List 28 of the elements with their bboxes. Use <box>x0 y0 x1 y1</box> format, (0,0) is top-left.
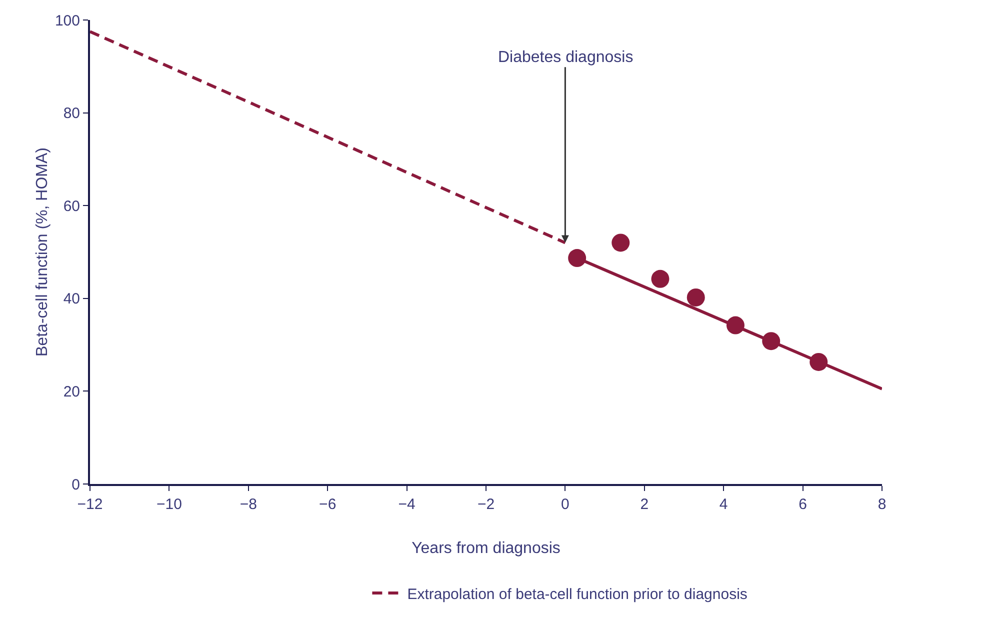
annotation: Diabetes diagnosis <box>498 49 634 66</box>
y-axis-title: Beta-cell function (%, HOMA) <box>34 148 51 356</box>
point <box>612 234 630 252</box>
x-axis-title: Years from diagnosis <box>412 540 560 558</box>
legend-label: Extrapolation of beta-cell function prior to diagnosis <box>407 586 748 603</box>
x-tick-label: 0 <box>561 496 570 513</box>
x-tick-label: −4 <box>398 496 416 513</box>
x-tick-label: −12 <box>77 496 103 513</box>
y-tick-label: 60 <box>63 198 80 215</box>
x-tick-label: 4 <box>719 496 728 513</box>
point <box>762 332 780 350</box>
x-tick-label: 2 <box>640 496 649 513</box>
y-tick-label: 100 <box>54 12 80 30</box>
x-tick-label: −6 <box>319 496 336 513</box>
x-tick-label: −8 <box>240 496 257 513</box>
point <box>568 249 586 268</box>
y-tick-label: 20 <box>63 383 80 400</box>
point <box>686 288 705 306</box>
x-tick-label: 8 <box>878 496 886 513</box>
x-tick-label: −10 <box>156 496 182 513</box>
point <box>651 270 670 288</box>
x-tick-label: −2 <box>477 496 495 513</box>
y-tick-label: 40 <box>63 290 80 308</box>
x-tick-label: 6 <box>798 496 807 513</box>
y-tick-label: 80 <box>63 105 80 122</box>
point <box>810 352 828 371</box>
point <box>726 316 744 334</box>
y-tick-label: 0 <box>72 476 80 494</box>
